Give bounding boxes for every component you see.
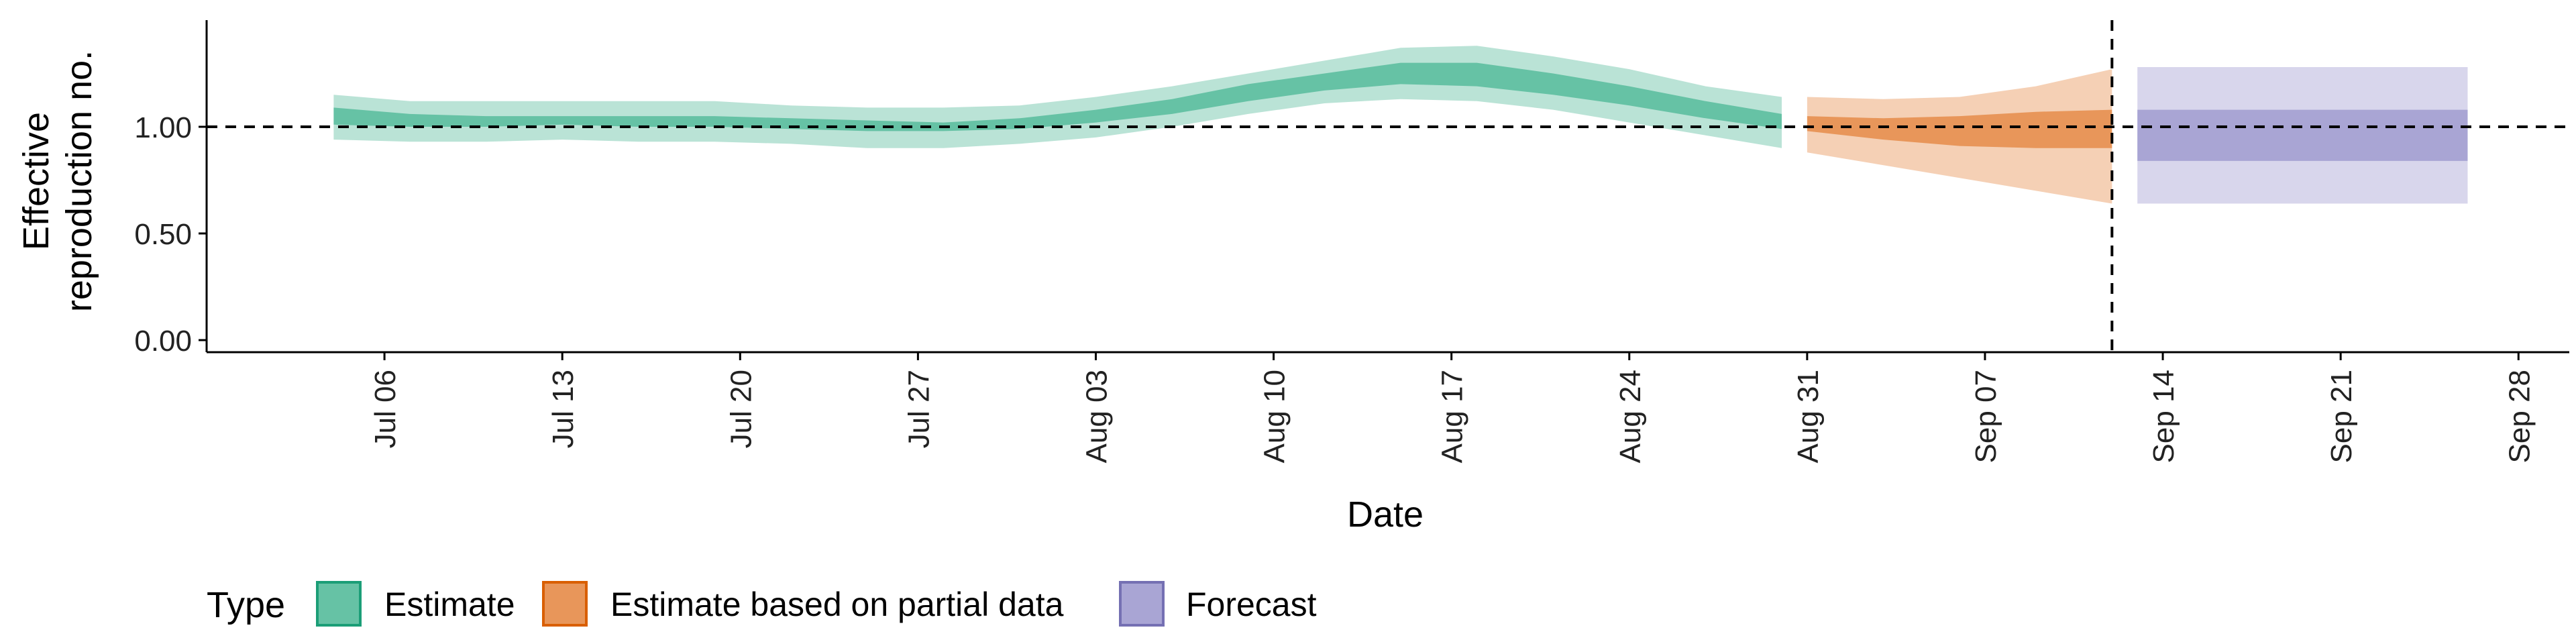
x-tick-label-1: Jul 13: [547, 370, 580, 448]
x-tick-label-6: Aug 17: [1436, 370, 1469, 463]
series-layer: [333, 46, 2468, 204]
series-2-inner-band: [2137, 109, 2468, 161]
legend-key-estimate: [316, 581, 362, 627]
legend-key-forecast: [1119, 581, 1165, 627]
y-axis-title-line-1: Effective: [16, 112, 56, 250]
legend-key-partial: [542, 581, 588, 627]
ticks: 0.00 0.50 1.00 Jul 06 Jul 13 Jul 20 Jul 27 Aug …: [134, 111, 2536, 463]
x-tick-label-8: Aug 31: [1792, 370, 1825, 463]
series-0-inner-band: [333, 62, 1782, 131]
legend-label-estimate: Estimate: [384, 586, 515, 623]
x-tick-label-4: Aug 03: [1081, 370, 1114, 463]
axes: [205, 20, 2569, 354]
y-tick-label-1: 0.50: [134, 218, 192, 251]
x-tick-label-12: Sep 28: [2503, 370, 2536, 463]
legend-label-forecast: Forecast: [1186, 586, 1317, 623]
x-tick-label-2: Jul 20: [724, 370, 757, 448]
x-tick-label-10: Sep 14: [2147, 370, 2180, 463]
y-tick-label-2: 1.00: [134, 111, 192, 144]
y-axis-title: Effective reproduction no.: [16, 50, 99, 312]
series-1-inner-band: [1807, 109, 2112, 148]
x-axis-title: Date: [1347, 494, 1424, 535]
series-0-outer-band: [333, 46, 1782, 148]
y-axis-title-line-2: reproduction no.: [59, 50, 99, 312]
y-tick-label-0: 0.00: [134, 325, 192, 358]
legend-title: Type: [207, 585, 285, 625]
x-tick-label-3: Jul 27: [902, 370, 935, 448]
x-tick-label-0: Jul 06: [369, 370, 402, 448]
x-tick-label-9: Sep 07: [1970, 370, 2002, 463]
x-tick-label-11: Sep 21: [2325, 370, 2358, 463]
x-tick-label-7: Aug 24: [1614, 370, 1647, 463]
legend: Type Estimate Estimate based on partial …: [207, 581, 1317, 627]
legend-label-partial: Estimate based on partial data: [610, 586, 1064, 623]
x-tick-label-5: Aug 10: [1258, 370, 1291, 463]
